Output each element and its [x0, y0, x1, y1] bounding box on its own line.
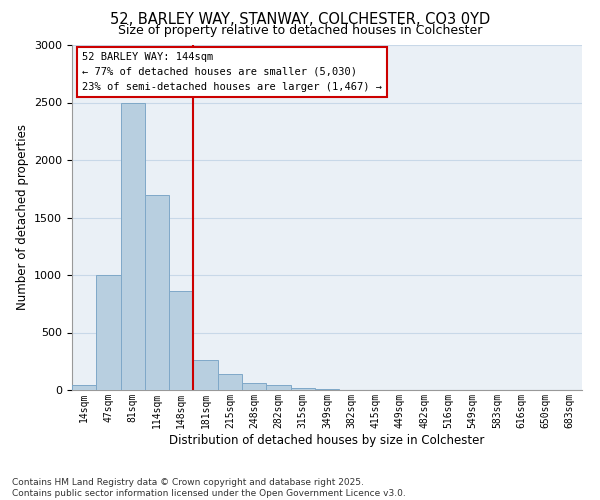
Bar: [121, 102, 145, 390]
Bar: [266, 386, 290, 390]
Bar: [72, 386, 96, 390]
X-axis label: Distribution of detached houses by size in Colchester: Distribution of detached houses by size …: [169, 434, 485, 446]
Text: Contains HM Land Registry data © Crown copyright and database right 2025.
Contai: Contains HM Land Registry data © Crown c…: [12, 478, 406, 498]
Text: 52, BARLEY WAY, STANWAY, COLCHESTER, CO3 0YD: 52, BARLEY WAY, STANWAY, COLCHESTER, CO3…: [110, 12, 490, 28]
Text: 52 BARLEY WAY: 144sqm
← 77% of detached houses are smaller (5,030)
23% of semi-d: 52 BARLEY WAY: 144sqm ← 77% of detached …: [82, 52, 382, 92]
Bar: [96, 275, 121, 390]
Bar: [315, 389, 339, 390]
Y-axis label: Number of detached properties: Number of detached properties: [16, 124, 29, 310]
Text: Size of property relative to detached houses in Colchester: Size of property relative to detached ho…: [118, 24, 482, 37]
Bar: [242, 383, 266, 390]
Bar: [218, 374, 242, 390]
Bar: [145, 194, 169, 390]
Bar: [290, 388, 315, 390]
Bar: [169, 291, 193, 390]
Bar: [193, 360, 218, 390]
